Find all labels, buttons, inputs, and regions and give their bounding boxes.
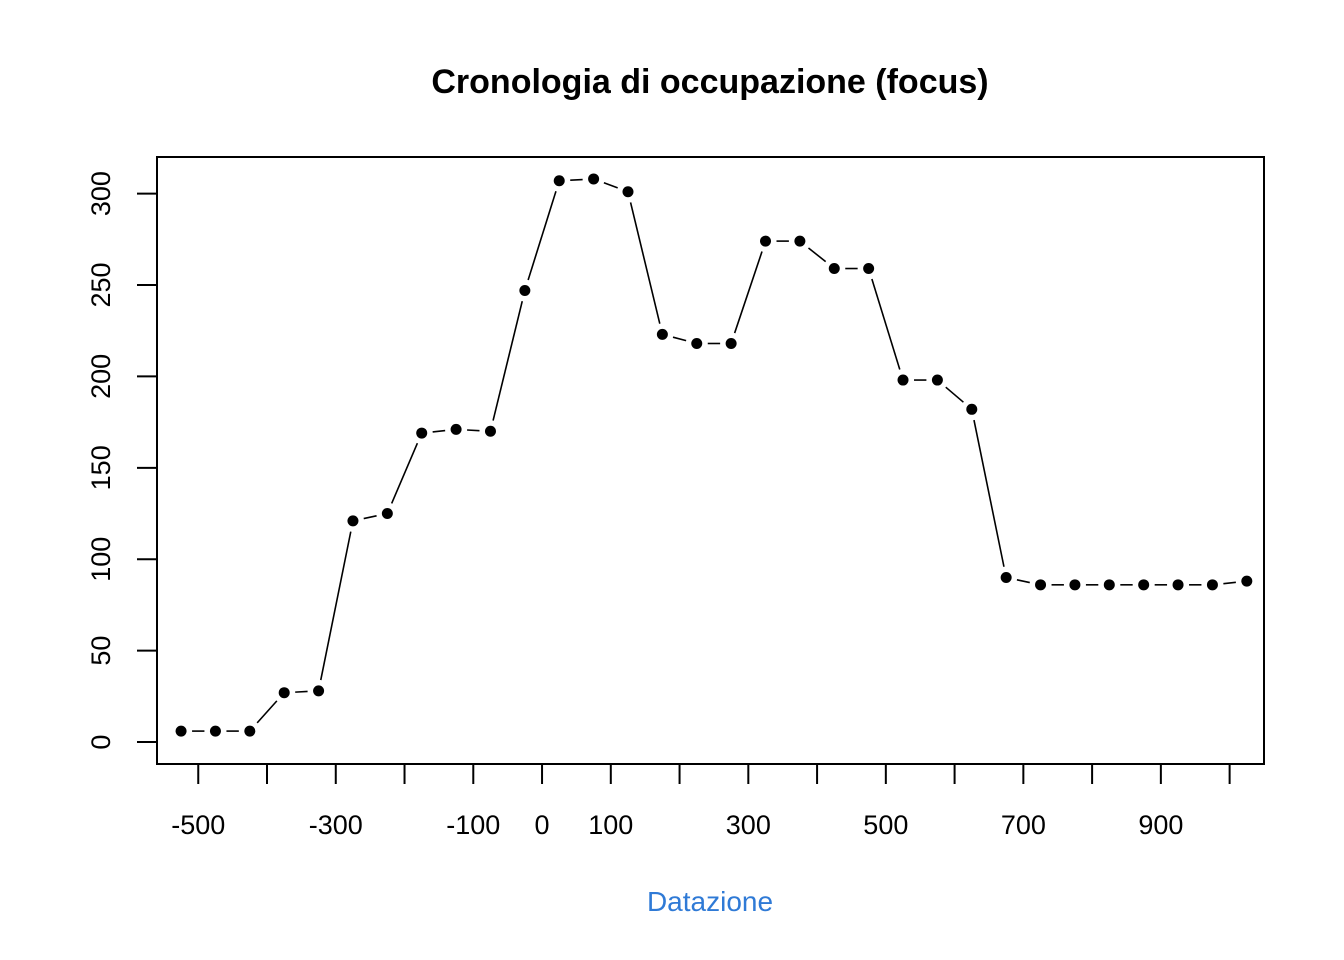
data-point bbox=[725, 337, 737, 349]
data-point bbox=[347, 515, 359, 527]
data-point bbox=[1000, 572, 1012, 584]
series-segment bbox=[1223, 581, 1236, 585]
data-point bbox=[1172, 579, 1184, 591]
series-segment bbox=[467, 429, 480, 432]
x-tick-label: 500 bbox=[863, 810, 908, 840]
plot-frame bbox=[156, 156, 1265, 765]
series-segment bbox=[733, 251, 763, 334]
y-tick-label: 300 bbox=[86, 171, 116, 216]
data-point bbox=[416, 427, 428, 439]
series-segment bbox=[945, 386, 964, 403]
series-segment bbox=[570, 178, 583, 181]
x-tick-label: -500 bbox=[171, 810, 225, 840]
series-segment bbox=[390, 442, 419, 504]
data-point bbox=[1206, 579, 1218, 591]
x-tick-label: -300 bbox=[309, 810, 363, 840]
x-tick-label: 100 bbox=[588, 810, 633, 840]
data-point bbox=[966, 403, 978, 415]
data-point bbox=[519, 284, 531, 296]
chart-title: Cronologia di occupazione (focus) bbox=[431, 63, 988, 101]
data-point bbox=[1241, 575, 1253, 587]
series-segment bbox=[603, 182, 618, 189]
series-points bbox=[175, 173, 1253, 737]
series-segment bbox=[527, 191, 557, 281]
data-point bbox=[588, 173, 600, 185]
y-tick-label: 250 bbox=[86, 262, 116, 307]
y-axis: 0 50 100 150 200 250 300 bbox=[86, 171, 158, 750]
data-point bbox=[1035, 579, 1047, 591]
series-segment bbox=[871, 278, 901, 370]
data-point bbox=[313, 685, 325, 697]
data-point bbox=[828, 263, 840, 275]
data-point bbox=[175, 725, 187, 737]
series-segment bbox=[295, 690, 308, 693]
series-segment bbox=[672, 336, 687, 342]
y-tick-label: 0 bbox=[86, 735, 116, 750]
data-point bbox=[1103, 579, 1115, 591]
x-tick-label: 700 bbox=[1001, 810, 1046, 840]
y-tick-label: 200 bbox=[86, 354, 116, 399]
data-point bbox=[484, 425, 496, 437]
y-tick-label: 100 bbox=[86, 537, 116, 582]
series-segment bbox=[807, 247, 827, 263]
data-point bbox=[656, 328, 668, 340]
series-segment bbox=[432, 429, 446, 433]
series-segment bbox=[319, 531, 352, 681]
data-point bbox=[1069, 579, 1081, 591]
y-tick-label: 150 bbox=[86, 445, 116, 490]
series-line bbox=[192, 178, 1236, 732]
data-point bbox=[278, 687, 290, 699]
series-segment bbox=[1016, 579, 1030, 584]
data-point bbox=[794, 235, 806, 247]
data-point bbox=[931, 374, 943, 386]
y-tick-label: 50 bbox=[86, 636, 116, 666]
data-point bbox=[897, 374, 909, 386]
data-point bbox=[381, 508, 393, 520]
x-tick-label: 0 bbox=[535, 810, 550, 840]
series-segment bbox=[363, 515, 377, 520]
data-point bbox=[244, 725, 256, 737]
series-segment bbox=[492, 300, 524, 421]
data-point bbox=[553, 175, 565, 187]
data-point bbox=[760, 235, 772, 247]
x-tick-label: -100 bbox=[446, 810, 500, 840]
data-point bbox=[209, 725, 221, 737]
x-tick-label: 300 bbox=[726, 810, 771, 840]
series-segment bbox=[973, 419, 1005, 567]
data-point bbox=[1138, 579, 1150, 591]
series-segment bbox=[629, 202, 661, 324]
data-point bbox=[863, 263, 875, 275]
data-point bbox=[450, 423, 462, 435]
x-tick-label: 900 bbox=[1138, 810, 1183, 840]
x-axis-title: Datazione bbox=[647, 886, 773, 917]
x-axis: -500 -300 -100 0 100 300 500 700 900 bbox=[171, 763, 1231, 840]
series-segment bbox=[256, 700, 278, 724]
data-point bbox=[691, 337, 703, 349]
data-point bbox=[622, 186, 634, 198]
